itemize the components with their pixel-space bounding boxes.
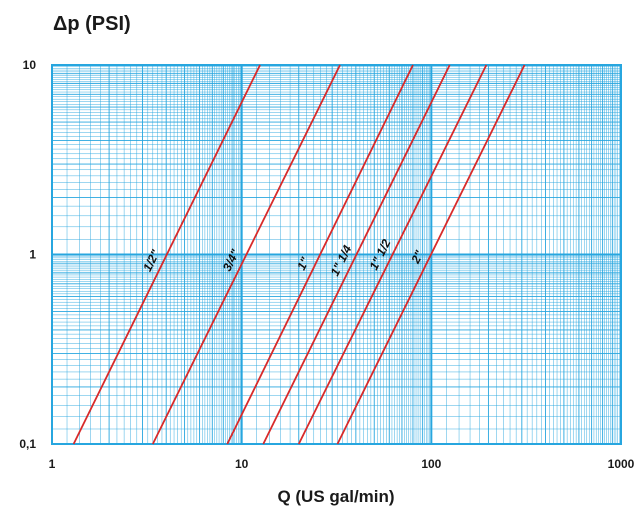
series-label: 2" <box>408 248 427 266</box>
y-tick-label: 0,1 <box>19 437 36 451</box>
series-line <box>151 64 341 445</box>
x-tick-label: 100 <box>421 457 441 471</box>
x-tick-label: 1000 <box>608 457 635 471</box>
tick-labels: 1 10 100 1000 0,1 1 10 <box>19 58 634 471</box>
series-line <box>226 64 414 445</box>
series-line <box>297 64 488 445</box>
y-tick-label: 10 <box>23 58 37 72</box>
series-line <box>262 64 451 445</box>
x-axis-title: Q (US gal/min) <box>277 487 394 506</box>
y-tick-label: 1 <box>29 248 36 262</box>
y-axis-title: Δp (PSI) <box>53 13 131 35</box>
x-tick-label: 1 <box>49 457 56 471</box>
series-line <box>72 64 261 445</box>
series-label: 1" <box>294 255 312 273</box>
x-tick-label: 10 <box>235 457 249 471</box>
plot-frame <box>51 64 622 445</box>
series-line <box>336 64 526 445</box>
series-lines <box>72 64 526 445</box>
